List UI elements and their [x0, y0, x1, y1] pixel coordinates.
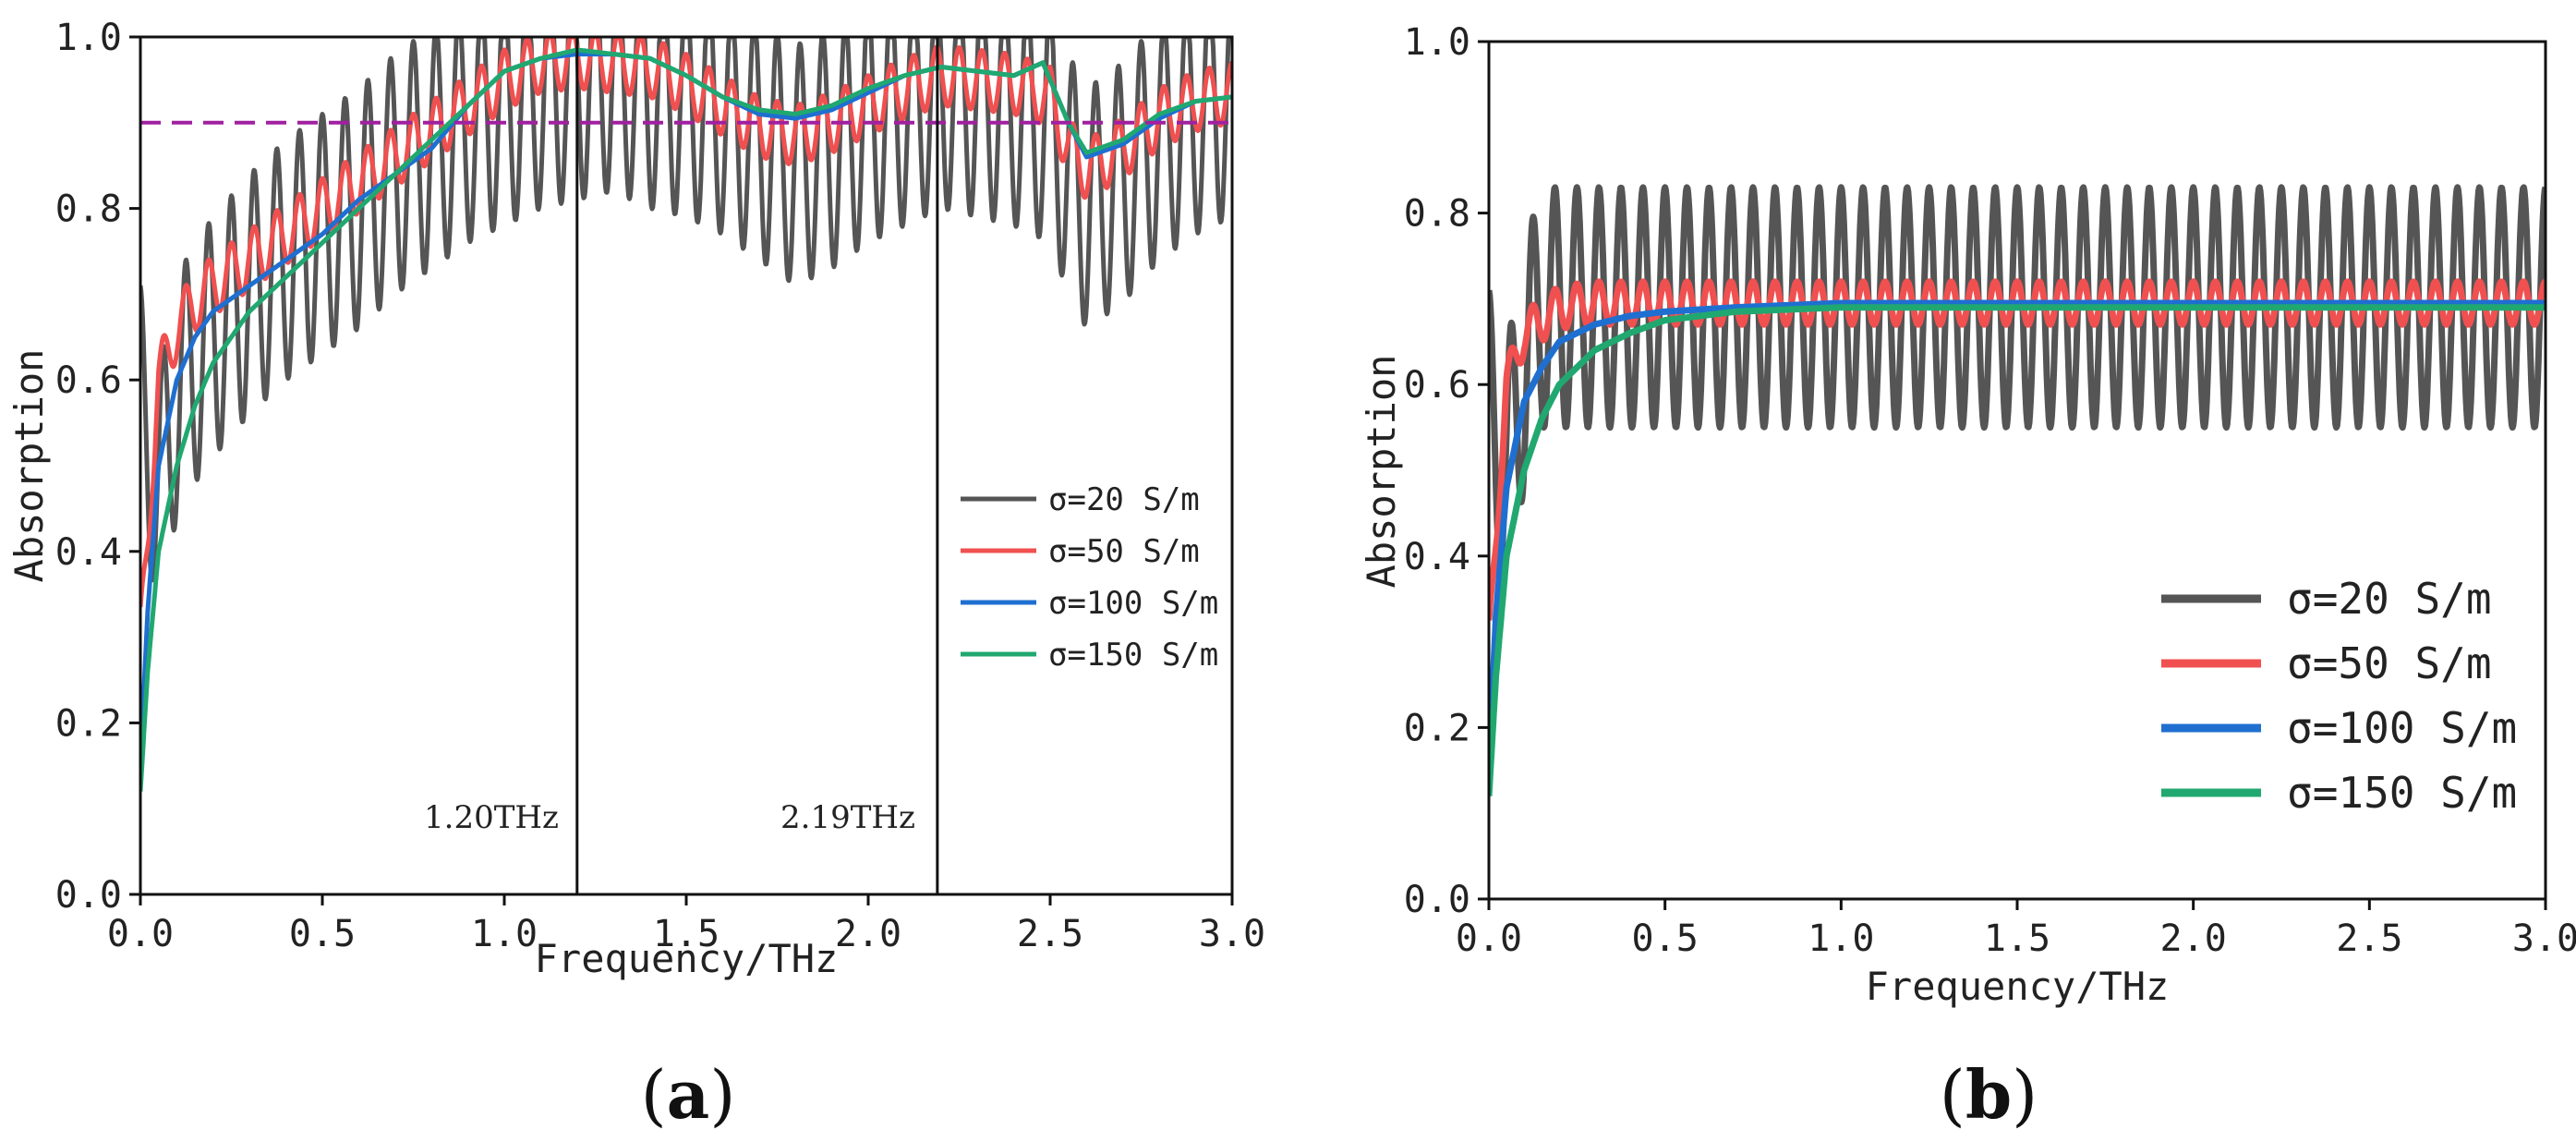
- panel-a-marker-label-1: 1.20THz: [424, 799, 559, 836]
- panel-a-overlays: [140, 37, 1232, 894]
- panel-a-y-tick-label: 0.8: [55, 188, 122, 231]
- panel-b-series-sigma50: [1489, 278, 2546, 621]
- panel-a-y-axis-title: Absorption: [6, 349, 52, 583]
- panel-a-caption-close: ): [709, 1056, 735, 1134]
- panel-a-legend: σ=20 S/m σ=50 S/m σ=100 S/m σ=150 S/m: [961, 481, 1218, 674]
- panel-b-y-tick-label: 1.0: [1404, 21, 1470, 64]
- panel-b-y-tick-label: 0.4: [1404, 536, 1470, 578]
- panel-a-series-group: [140, 37, 1232, 792]
- panel-b-y-tick-label: 0.8: [1404, 193, 1470, 236]
- panel-b-y-tick-label: 0.2: [1404, 707, 1470, 749]
- panel-b-chart: 0.0 0.5 1.0 1.5 2.0 2.5 3.00.00.20.40.60.81.0 …: [1359, 21, 2576, 1009]
- panel-a-ticks: 0.0 0.5 1.0 1.5 2.0 2.5 3.0 0.0 0.2 0.4 0.6 0.8 1.0: [55, 17, 1265, 955]
- panel-b-legend: σ=20 S/m σ=50 S/m σ=100 S/m σ=150 S/m: [2161, 574, 2517, 818]
- panel-a-x-tick-label: 2.5: [1017, 913, 1083, 955]
- panel-a-y-tick-label: 0.0: [55, 874, 122, 917]
- panel-a-x-tick-label: 0.5: [289, 913, 356, 955]
- panel-b-caption-close: ): [2012, 1056, 2038, 1134]
- panel-a-x-tick-label: 3.0: [1199, 913, 1265, 955]
- panel-b-y-tick-label: 0.6: [1404, 364, 1470, 407]
- panel-a-chart: 0.0 0.5 1.0 1.5 2.0 2.5 3.00.00.20.40.60.81.0 …: [6, 17, 1265, 981]
- panel-a-caption-letter: a: [667, 1055, 710, 1134]
- panel-a-y-tick-label: 0.4: [55, 531, 122, 574]
- panel-b-y-axis-title: Absorption: [1359, 355, 1404, 589]
- panel-b-legend-label-sigma50: σ=50 S/m: [2287, 638, 2492, 688]
- panel-a-series-sigma150: [140, 47, 1232, 792]
- panel-a-x-tick-label: 0.0: [107, 913, 174, 955]
- panel-b-legend-label-sigma20: σ=20 S/m: [2287, 574, 2492, 624]
- panel-b-legend-label-sigma150: σ=150 S/m: [2287, 768, 2517, 818]
- panel-a-legend-label-sigma50: σ=50 S/m: [1048, 533, 1200, 570]
- panel-b-x-tick-label: 0.5: [1632, 917, 1699, 960]
- panel-a-legend-label-sigma150: σ=150 S/m: [1048, 637, 1218, 674]
- panel-a-y-tick-label: 1.0: [55, 17, 122, 59]
- panel-b-x-tick-label: 3.0: [2512, 917, 2576, 960]
- panel-a-caption: (a): [641, 1055, 736, 1134]
- panel-a-y-tick-label: 0.6: [55, 359, 122, 402]
- panel-b-x-tick-label: 0.0: [1456, 917, 1522, 960]
- panel-b-ticks: 0.0 0.5 1.0 1.5 2.0 2.5 3.0 0.0 0.2 0.4 0.6 0.8 1.0: [1404, 21, 2576, 960]
- panel-a-legend-label-sigma20: σ=20 S/m: [1048, 481, 1200, 518]
- panel-b-x-tick-label: 2.5: [2336, 917, 2402, 960]
- panel-a-x-axis-title: Frequency/THz: [535, 936, 839, 981]
- panel-b-caption: (b): [1940, 1055, 2038, 1134]
- panel-b-x-tick-label: 1.0: [1808, 917, 1874, 960]
- panel-a-marker-label-2: 2.19THz: [780, 799, 915, 836]
- panel-a-series-sigma20: [140, 37, 1232, 583]
- panel-a-x-tick-label: 2.0: [835, 913, 901, 955]
- panel-b-series-group: [1489, 184, 2546, 796]
- panel-a-x-tick-label: 1.5: [653, 913, 720, 955]
- panel-b-series-sigma20: [1489, 184, 2546, 572]
- panel-a-series-sigma50: [140, 37, 1232, 608]
- panel-a-legend-label-sigma100: σ=100 S/m: [1048, 585, 1218, 622]
- panel-b-x-tick-label: 1.5: [1984, 917, 2050, 960]
- panel-a-caption-open: (: [641, 1056, 667, 1134]
- panel-b-x-tick-label: 2.0: [2160, 917, 2227, 960]
- panel-b-series-sigma150: [1489, 304, 2546, 796]
- panel-a-x-tick-label: 1.0: [471, 913, 538, 955]
- panel-b-legend-label-sigma100: σ=100 S/m: [2287, 703, 2517, 753]
- panel-b-caption-letter: b: [1965, 1055, 2012, 1134]
- panel-b-y-tick-label: 0.0: [1404, 879, 1470, 921]
- panel-b-series-sigma100: [1489, 299, 2546, 771]
- panel-b-caption-open: (: [1940, 1056, 1965, 1134]
- panel-a-y-tick-label: 0.2: [55, 702, 122, 745]
- panel-b-x-axis-title: Frequency/THz: [1866, 964, 2170, 1009]
